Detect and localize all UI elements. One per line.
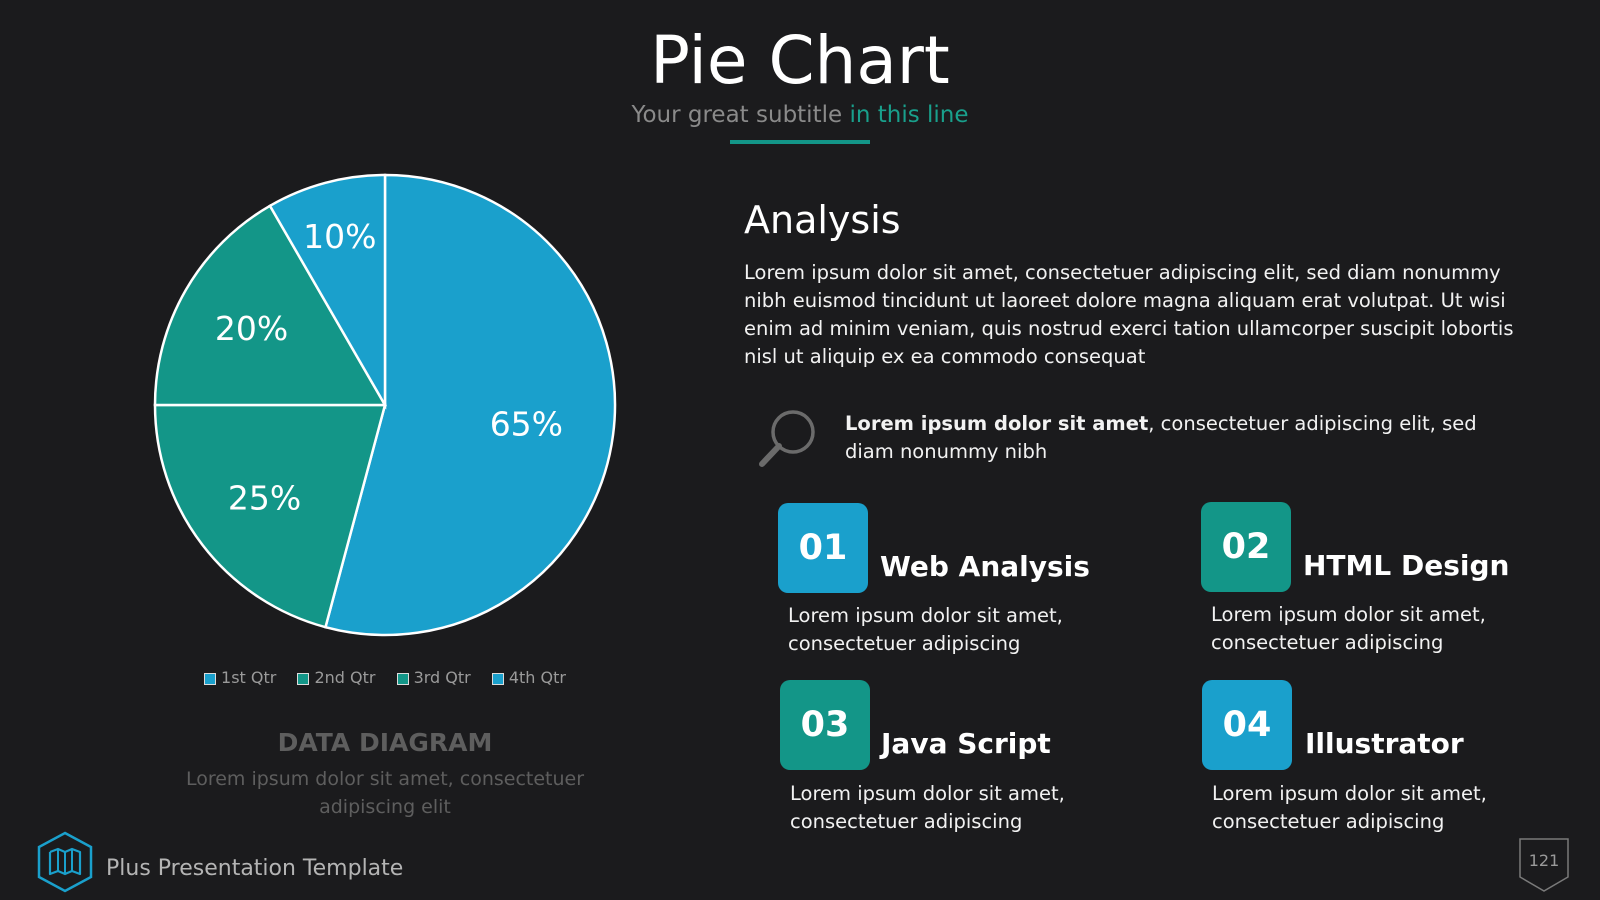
item-number-04: 04 bbox=[1202, 680, 1292, 770]
pie-slice-2 bbox=[153, 403, 387, 629]
page-subtitle: Your great subtitle in this line bbox=[0, 102, 1600, 128]
item-text-illustrator: Lorem ipsum dolor sit amet, consectetuer… bbox=[1212, 782, 1487, 833]
footer-brand: Plus Presentation Template bbox=[106, 856, 404, 881]
analysis-text: Lorem ipsum dolor sit amet, consectetuer… bbox=[744, 261, 1514, 368]
legend-swatch-1st-qtr bbox=[204, 672, 217, 685]
legend-swatch-2nd-qtr bbox=[297, 672, 310, 685]
item-number-03: 03 bbox=[780, 680, 870, 770]
pie-label-1: 65% bbox=[490, 405, 563, 444]
pie-label-4: 10% bbox=[303, 217, 376, 256]
legend-label-3rd-qtr: 3rd Qtr bbox=[413, 668, 471, 687]
item-title-web-analysis: Web Analysis bbox=[880, 550, 1090, 583]
analysis-note: Lorem ipsum dolor sit amet, consectetuer… bbox=[845, 410, 1505, 466]
item-text-java-script: Lorem ipsum dolor sit amet, consectetuer… bbox=[790, 782, 1065, 833]
item-title-html-design: HTML Design bbox=[1303, 549, 1510, 582]
item-text-web-analysis: Lorem ipsum dolor sit amet, consectetuer… bbox=[788, 604, 1063, 655]
page-title: Pie Chart bbox=[650, 22, 950, 99]
legend-item-2nd-qtr: 2nd Qtr bbox=[297, 668, 375, 687]
diagram-caption-text: Lorem ipsum dolor sit amet, consectetuer… bbox=[185, 768, 585, 818]
legend-item-4th-qtr: 4th Qtr bbox=[491, 668, 566, 687]
legend-item-3rd-qtr: 3rd Qtr bbox=[396, 668, 471, 687]
analysis-note-bold: Lorem ipsum dolor sit amet bbox=[845, 412, 1149, 435]
page-number: 121 bbox=[1528, 851, 1560, 870]
item-number-02: 02 bbox=[1201, 502, 1291, 592]
legend-label-4th-qtr: 4th Qtr bbox=[508, 668, 566, 687]
magnifier-icon bbox=[759, 410, 815, 467]
pie-label-2: 25% bbox=[228, 478, 301, 517]
map-icon bbox=[37, 831, 93, 893]
legend-swatch-3rd-qtr bbox=[396, 672, 409, 685]
analysis-note-rest: , consectetuer adipiscing elit, sed diam… bbox=[845, 412, 1477, 463]
legend-label-2nd-qtr: 2nd Qtr bbox=[314, 668, 376, 687]
pie-slice-3 bbox=[153, 204, 388, 407]
legend-swatch-4th-qtr bbox=[491, 672, 504, 685]
title-underline bbox=[730, 140, 870, 144]
item-title-java-script: Java Script bbox=[881, 727, 1051, 760]
legend-label-1st-qtr: 1st Qtr bbox=[221, 668, 277, 687]
item-number-01: 01 bbox=[778, 503, 868, 593]
legend-item-1st-qtr: 1st Qtr bbox=[204, 668, 276, 687]
item-text-html-design: Lorem ipsum dolor sit amet, consectetuer… bbox=[1211, 603, 1486, 654]
pie-slice-1 bbox=[323, 173, 617, 637]
diagram-caption-title: DATA DIAGRAM bbox=[277, 728, 493, 757]
pie-slice-4 bbox=[268, 173, 387, 410]
analysis-title: Analysis bbox=[744, 198, 901, 242]
page-number-badge bbox=[1519, 838, 1569, 892]
subtitle-plain: Your great subtitle bbox=[631, 102, 843, 128]
pie-chart: 65% 25% 20% 10% bbox=[153, 173, 617, 637]
item-title-illustrator: Illustrator bbox=[1305, 727, 1464, 760]
subtitle-highlight: in this line bbox=[849, 102, 969, 128]
pie-label-3: 20% bbox=[215, 309, 288, 348]
chart-legend: 1st Qtr 2nd Qtr 3rd Qtr 4th Qtr bbox=[160, 668, 610, 687]
